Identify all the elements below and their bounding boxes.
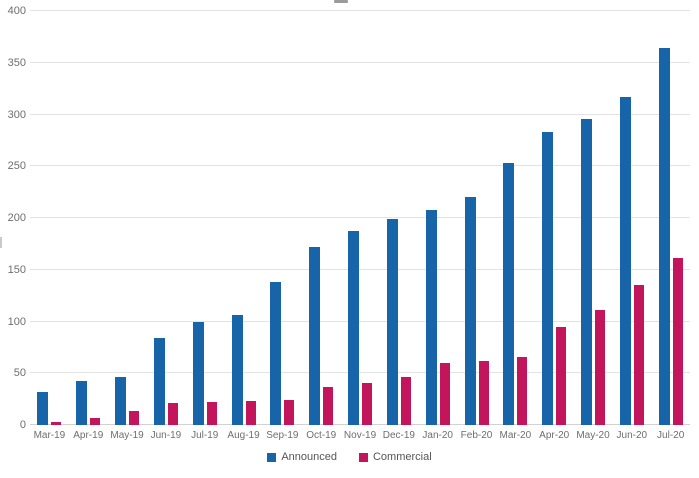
bar-announced-jun-20[interactable] xyxy=(619,96,631,425)
y-tick-label-150: 150 xyxy=(7,263,26,276)
x-tick-label-jun-19: Jun-19 xyxy=(150,430,182,441)
plot-area xyxy=(30,10,690,425)
bar-group-apr-20 xyxy=(535,11,574,425)
bar-commercial-jul-19[interactable] xyxy=(206,402,217,425)
bar-group-may-19 xyxy=(108,11,147,425)
x-tick-label-mar-20: Mar-20 xyxy=(499,430,532,441)
bar-announced-may-20[interactable] xyxy=(581,118,592,425)
y-tick-label-250: 250 xyxy=(7,160,26,173)
bar-group-mar-20 xyxy=(496,11,535,425)
bar-announced-oct-19[interactable] xyxy=(309,246,321,425)
x-axis: Mar-19 Apr-19 May-19 Jun-19 Jul-19 Aug-19 Sep-… xyxy=(30,430,690,441)
bar-commercial-mar-19[interactable] xyxy=(51,421,62,425)
bar-group-apr-19 xyxy=(69,11,108,425)
gridline-50 xyxy=(30,372,690,374)
commercial-swatch-icon xyxy=(358,452,368,462)
bar-commercial-apr-20[interactable] xyxy=(556,326,567,425)
bar-announced-feb-20[interactable] xyxy=(464,197,476,425)
bar-group-jun-19 xyxy=(146,11,185,425)
bar-group-oct-19 xyxy=(302,11,341,425)
bar-group-feb-20 xyxy=(457,11,496,425)
gridline-400 xyxy=(30,10,690,11)
gridline-200 xyxy=(30,217,690,218)
announced-swatch-icon xyxy=(267,452,277,462)
bar-commercial-aug-19[interactable] xyxy=(245,401,256,425)
bar-group-jul-20 xyxy=(651,11,690,425)
bar-announced-jul-20[interactable] xyxy=(658,48,670,425)
x-tick-label-may-19: May-19 xyxy=(110,430,144,441)
x-tick-label-oct-19: Oct-19 xyxy=(306,430,337,441)
x-tick-label-feb-20: Feb-20 xyxy=(460,430,493,441)
bar-commercial-may-19[interactable] xyxy=(129,410,140,425)
bar-commercial-mar-20[interactable] xyxy=(517,356,528,425)
bar-announced-mar-20[interactable] xyxy=(503,163,515,425)
gridline-250 xyxy=(30,165,690,167)
gridline-0 xyxy=(30,424,690,425)
y-tick-label-400: 400 xyxy=(7,5,26,17)
x-tick-label-apr-19: Apr-19 xyxy=(73,430,104,441)
bar-group-jan-20 xyxy=(418,11,457,425)
bar-commercial-oct-19[interactable] xyxy=(323,386,334,425)
y-tick-label-300: 300 xyxy=(7,108,26,121)
x-tick-label-apr-20: Apr-20 xyxy=(539,430,570,441)
legend: Announced Commercial xyxy=(0,451,699,463)
bar-commercial-feb-20[interactable] xyxy=(478,360,489,425)
bar-announced-apr-20[interactable] xyxy=(542,132,554,425)
y-tick-label-200: 200 xyxy=(7,212,26,224)
x-tick-label-may-20: May-20 xyxy=(576,430,610,441)
x-tick-label-mar-19: Mar-19 xyxy=(33,430,66,441)
bar-series xyxy=(30,11,690,425)
bar-group-aug-19 xyxy=(224,11,263,425)
bar-group-jun-20 xyxy=(612,11,651,425)
bar-commercial-jun-19[interactable] xyxy=(167,403,178,425)
x-tick-label-jan-20: Jan-20 xyxy=(422,430,453,441)
y-tick-label-350: 350 xyxy=(7,56,26,69)
gridline-300 xyxy=(30,113,690,115)
y-tick-label-0: 0 xyxy=(19,419,26,431)
bar-announced-aug-19[interactable] xyxy=(231,315,243,425)
y-tick-label-100: 100 xyxy=(7,315,26,328)
bar-commercial-dec-19[interactable] xyxy=(400,377,411,425)
x-tick-label-aug-19: Aug-19 xyxy=(227,430,260,441)
bar-announced-mar-19[interactable] xyxy=(37,391,49,425)
cropped-chart-title-fragment xyxy=(334,0,348,3)
bar-announced-sep-19[interactable] xyxy=(270,282,282,425)
bar-announced-jan-20[interactable] xyxy=(425,209,437,425)
bar-commercial-jan-20[interactable] xyxy=(439,362,450,425)
bar-commercial-nov-19[interactable] xyxy=(362,382,373,425)
bar-announced-jun-19[interactable] xyxy=(153,338,165,425)
bar-commercial-jun-20[interactable] xyxy=(633,285,644,425)
gridline-100 xyxy=(30,320,690,322)
x-tick-label-nov-19: Nov-19 xyxy=(343,430,377,441)
bar-group-dec-19 xyxy=(379,11,418,425)
legend-item-commercial[interactable]: Commercial xyxy=(358,451,432,463)
bar-commercial-sep-19[interactable] xyxy=(284,400,295,425)
x-tick-label-sep-19: Sep-19 xyxy=(266,430,299,441)
gridline-350 xyxy=(30,61,690,63)
cropped-y-axis-title-fragment xyxy=(0,237,2,248)
bar-group-sep-19 xyxy=(263,11,302,425)
legend-item-announced[interactable]: Announced xyxy=(267,451,337,463)
legend-label-announced: Announced xyxy=(281,451,337,463)
bar-announced-nov-19[interactable] xyxy=(348,231,360,425)
x-tick-label-jun-20: Jun-20 xyxy=(616,430,648,441)
bar-group-may-20 xyxy=(574,11,613,425)
bar-announced-may-19[interactable] xyxy=(115,377,127,425)
x-tick-label-jul-19: Jul-19 xyxy=(191,430,219,441)
bar-announced-apr-19[interactable] xyxy=(76,380,88,425)
bar-commercial-may-20[interactable] xyxy=(595,310,605,425)
x-tick-label-jul-20: Jul-20 xyxy=(657,430,685,441)
bar-commercial-jul-20[interactable] xyxy=(672,258,683,425)
bar-announced-dec-19[interactable] xyxy=(386,219,398,425)
bar-group-jul-19 xyxy=(185,11,224,425)
bar-group-mar-19 xyxy=(30,11,69,425)
x-tick-label-dec-19: Dec-19 xyxy=(382,430,415,441)
legend-label-commercial: Commercial xyxy=(372,451,432,463)
bar-announced-jul-19[interactable] xyxy=(192,321,204,425)
bar-commercial-apr-19[interactable] xyxy=(90,417,101,425)
gridline-150 xyxy=(30,268,690,270)
bar-group-nov-19 xyxy=(341,11,380,425)
y-tick-label-50: 50 xyxy=(13,367,26,380)
